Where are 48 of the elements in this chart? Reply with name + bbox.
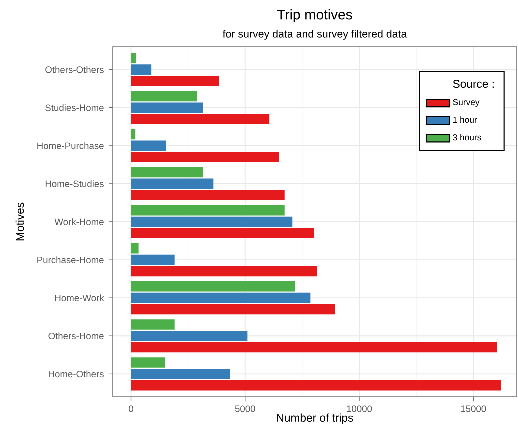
bar — [131, 64, 152, 75]
bar — [131, 178, 214, 190]
chart-title: Trip motives — [277, 9, 352, 23]
bar — [131, 254, 175, 266]
x-tick-label: 0 — [129, 406, 134, 412]
bar — [131, 304, 336, 315]
bar — [131, 102, 204, 113]
y-tick-label: Home-Studies — [46, 180, 104, 188]
bar — [131, 292, 311, 304]
legend-title: Source : — [453, 80, 494, 88]
bar — [131, 342, 498, 353]
x-tick-label: 5000 — [235, 406, 256, 412]
y-tick-label: Home-Others — [49, 370, 104, 378]
legend-label: Survey — [453, 99, 480, 108]
bar — [131, 228, 314, 239]
bar — [131, 320, 175, 330]
y-tick-label: Home-Purchase — [38, 142, 104, 150]
bar — [131, 152, 280, 162]
bar — [131, 53, 136, 64]
y-tick-label: Others-Others — [46, 66, 104, 74]
bar — [131, 205, 285, 216]
bar — [131, 167, 204, 178]
x-axis-title: Number of trips — [277, 414, 354, 424]
bar — [131, 216, 293, 228]
bar — [131, 76, 220, 86]
bar — [131, 140, 166, 152]
bar — [131, 282, 296, 292]
bar — [131, 91, 197, 102]
y-axis-title: Motives — [16, 202, 24, 241]
y-tick-label: Purchase-Home — [38, 256, 104, 264]
bar — [131, 266, 318, 277]
chart-subtitle: for survey data and survey filtered data — [222, 30, 408, 40]
bar — [131, 358, 166, 368]
bar — [131, 190, 285, 200]
bar — [131, 129, 136, 140]
bar — [131, 380, 502, 391]
bar — [131, 330, 248, 342]
bar — [131, 369, 230, 380]
y-tick-label: Others-Home — [48, 332, 104, 340]
y-tick-label: Studies-Home — [46, 104, 104, 112]
x-tick-label: 10000 — [347, 406, 372, 412]
y-tick-label: Home-Work — [55, 294, 104, 302]
y-tick-label: Work-Home — [54, 218, 104, 226]
bar — [131, 114, 270, 124]
bar — [131, 243, 139, 254]
legend-label: 1 hour — [453, 116, 478, 124]
x-tick-label: 15000 — [461, 406, 486, 412]
legend-label: 3 hours — [453, 134, 482, 141]
